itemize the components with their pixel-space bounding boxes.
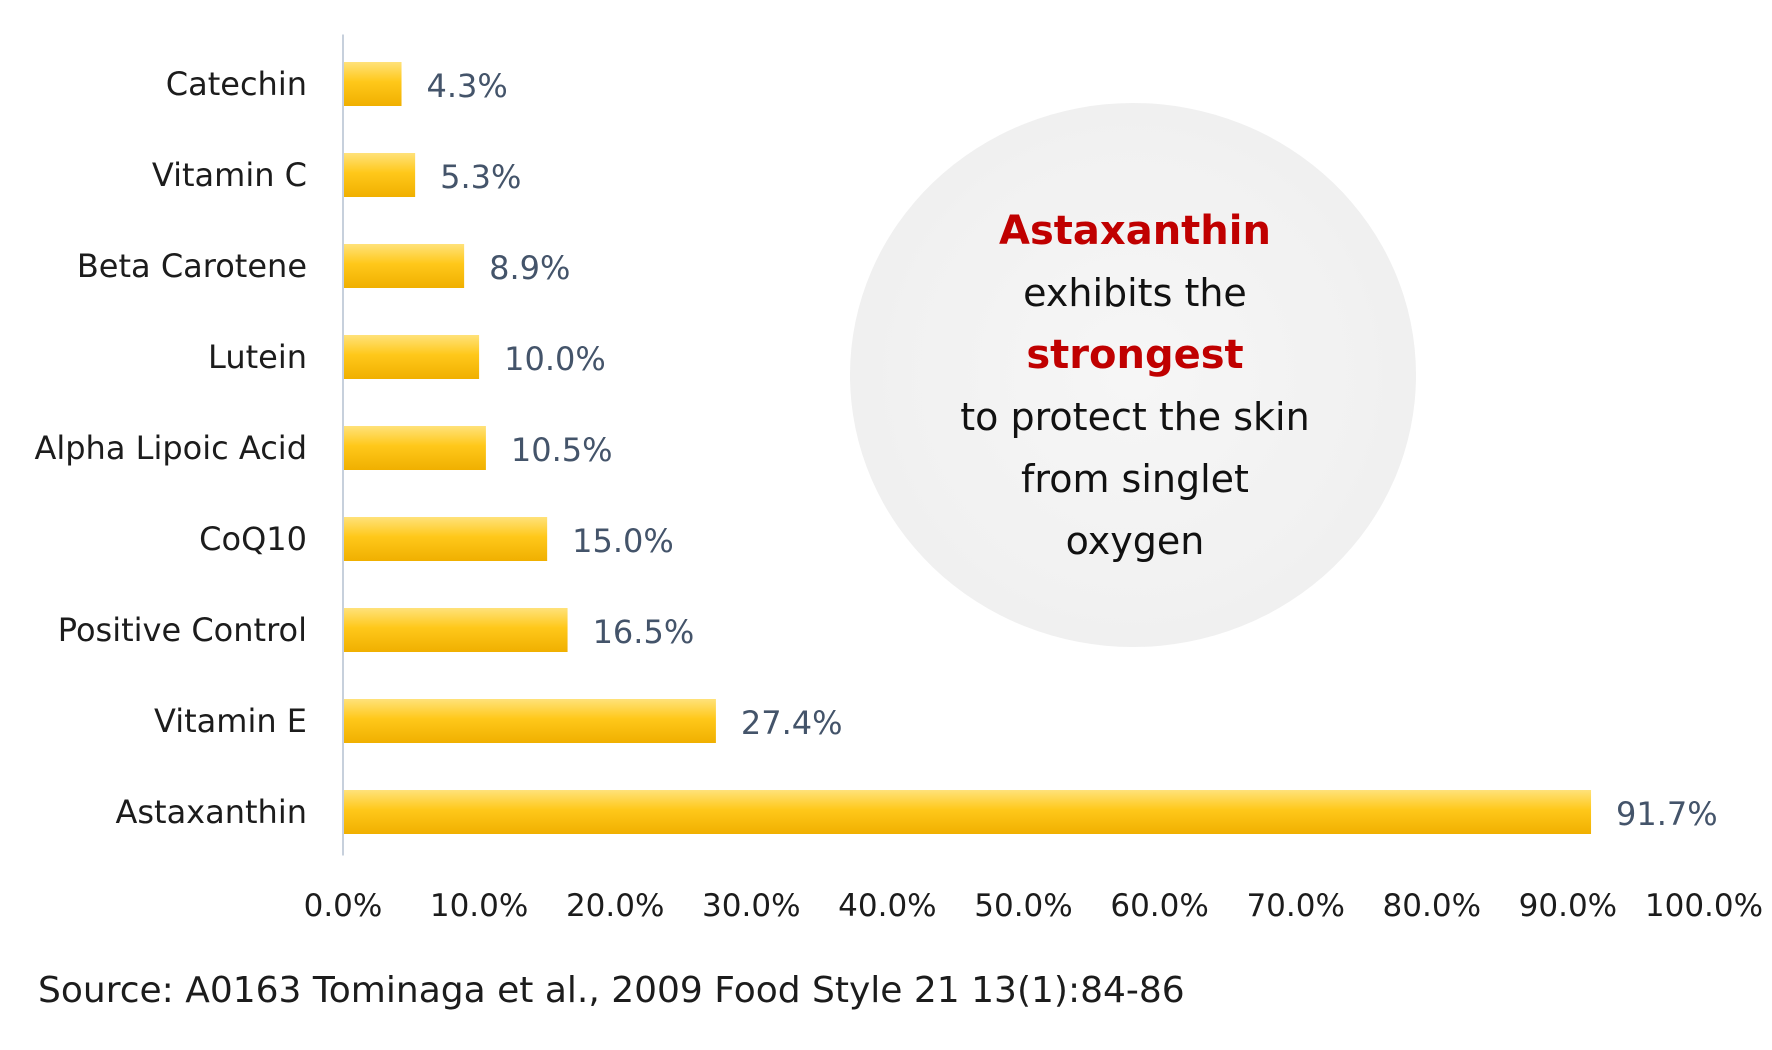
x-tick-label: 20.0% xyxy=(566,888,664,924)
value-label-alpha-lipoic-acid: 10.5% xyxy=(511,431,613,469)
value-label-vitamin-e: 27.4% xyxy=(741,704,843,742)
category-label-alpha-lipoic-acid: Alpha Lipoic Acid xyxy=(34,429,307,467)
x-tick-label: 40.0% xyxy=(838,888,936,924)
value-label-coq10: 15.0% xyxy=(572,522,674,560)
x-tick-label: 70.0% xyxy=(1246,888,1344,924)
callout-line-astaxanthin: Astaxanthin xyxy=(999,208,1271,254)
category-label-catechin: Catechin xyxy=(166,65,307,103)
value-label-catechin: 4.3% xyxy=(427,67,508,105)
x-tick-label: 0.0% xyxy=(304,888,383,924)
category-label-astaxanthin: Astaxanthin xyxy=(115,793,307,831)
callout-line-strongest: strongest xyxy=(1026,332,1244,378)
bar-alpha-lipoic-acid xyxy=(344,426,486,470)
bar-vitamin-c xyxy=(344,153,416,197)
value-label-vitamin-c: 5.3% xyxy=(440,158,521,196)
source-citation: Source: A0163 Tominaga et al., 2009 Food… xyxy=(38,970,1185,1011)
bar-vitamin-e xyxy=(344,699,716,743)
bar-lutein xyxy=(344,335,480,379)
category-label-vitamin-c: Vitamin C xyxy=(152,156,307,194)
category-label-vitamin-e: Vitamin E xyxy=(154,702,307,740)
bar-astaxanthin xyxy=(344,790,1592,834)
callout-line-exhibits: exhibits the xyxy=(1023,271,1247,315)
callout-line-oxygen: oxygen xyxy=(1065,519,1205,563)
x-tick-label: 10.0% xyxy=(430,888,528,924)
bar-beta-carotene xyxy=(344,244,465,288)
bar-positive-control xyxy=(344,608,568,652)
bar-chart: Catechin 4.3% Vitamin C 5.3% Beta Carotene 8.… xyxy=(34,34,1763,924)
callout-text: Astaxanthin exhibits the strongest to pr… xyxy=(880,200,1390,572)
x-tick-label: 30.0% xyxy=(702,888,800,924)
x-tick-label: 100.0% xyxy=(1645,888,1763,924)
bar-coq10 xyxy=(344,517,548,561)
x-tick-label: 60.0% xyxy=(1110,888,1208,924)
category-label-positive-control: Positive Control xyxy=(58,611,307,649)
x-tick-label: 90.0% xyxy=(1519,888,1617,924)
x-tick-label: 80.0% xyxy=(1383,888,1481,924)
value-label-lutein: 10.0% xyxy=(504,340,606,378)
category-label-lutein: Lutein xyxy=(208,338,307,376)
callout-line-protect: to protect the skin xyxy=(960,395,1310,439)
callout-circle xyxy=(850,103,1416,647)
bar-catechin xyxy=(344,62,402,106)
callout-line-singlet: from singlet xyxy=(1021,457,1249,501)
value-label-astaxanthin: 91.7% xyxy=(1616,795,1718,833)
value-label-positive-control: 16.5% xyxy=(593,613,695,651)
x-tick-label: 50.0% xyxy=(974,888,1072,924)
value-label-beta-carotene: 8.9% xyxy=(489,249,570,287)
category-label-coq10: CoQ10 xyxy=(199,520,307,558)
category-label-beta-carotene: Beta Carotene xyxy=(77,247,307,285)
